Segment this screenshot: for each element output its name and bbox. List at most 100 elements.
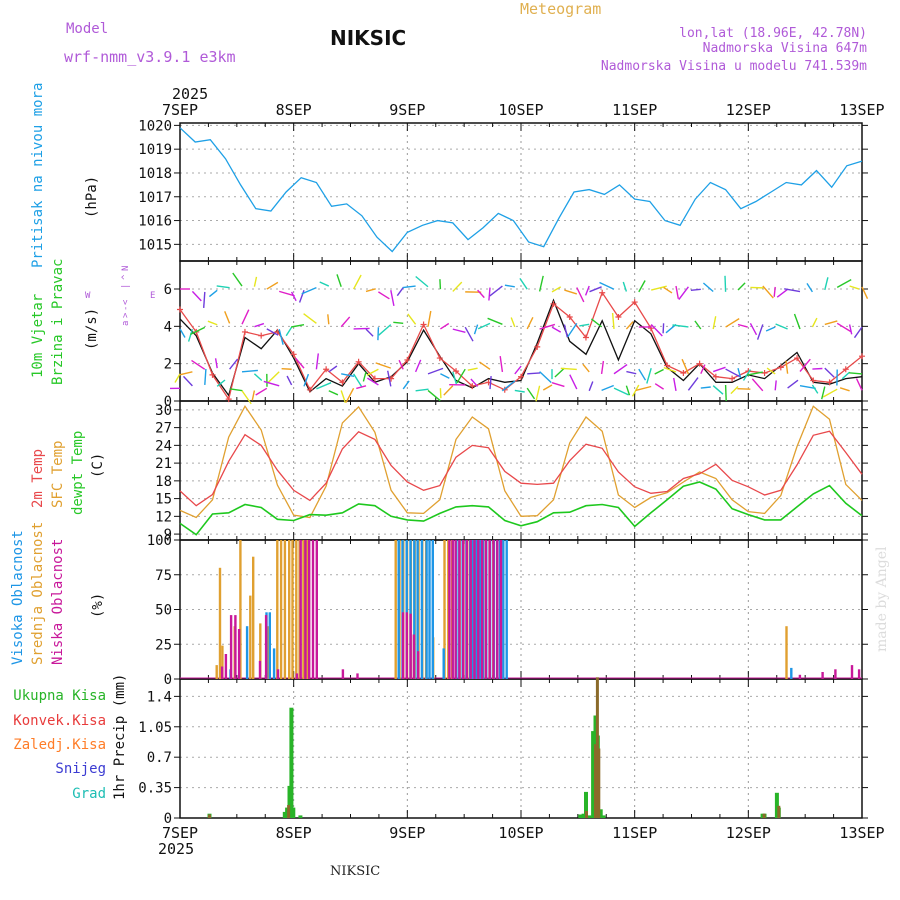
low-cloud-bar <box>499 540 503 679</box>
wind-arrow <box>440 373 450 379</box>
compass-dash: - <box>121 306 131 311</box>
wind-arrow <box>402 285 416 289</box>
wind-plus-marker <box>453 368 460 375</box>
wind-plus-marker <box>241 328 248 335</box>
compass-left: < <box>121 299 131 305</box>
wind-plus-marker <box>339 379 346 386</box>
wind-arrow <box>241 309 250 325</box>
wind-arrow <box>646 367 652 384</box>
compass-e: E <box>150 291 155 301</box>
x-tick-label-top: 7SEP <box>162 101 198 119</box>
dewpt-line <box>179 481 863 536</box>
y-tick-label: 1016 <box>138 214 172 230</box>
wind-plus-marker <box>518 373 524 380</box>
y-tick-label: 1019 <box>138 142 172 158</box>
total-precip-bar <box>598 809 603 818</box>
high-cloud-bar <box>428 540 431 679</box>
low-cloud-bar <box>484 540 488 679</box>
wind-arrow <box>253 276 258 287</box>
low-cloud-bar <box>315 540 318 679</box>
low-cloud-bar <box>454 540 457 679</box>
mid-cloud-bar <box>259 623 262 679</box>
wind-arrow <box>452 371 458 385</box>
wind-arrow <box>567 322 578 337</box>
wind-plus-marker <box>599 289 606 296</box>
wind-arrow <box>663 286 673 294</box>
wind-arrow <box>836 322 852 333</box>
low-cloud-bar <box>237 629 241 679</box>
low-cloud-bar <box>850 665 854 679</box>
wind-arrow <box>539 371 552 384</box>
wind-arrow <box>785 360 789 374</box>
high-cloud-bar <box>431 540 434 679</box>
wind-unit: (m/s) <box>84 308 100 350</box>
y-tick-label: 2 <box>164 357 172 373</box>
low-cloud-bar <box>798 674 802 679</box>
total-precip-bar <box>587 815 592 818</box>
wind-arrow <box>352 274 362 290</box>
wind-arrow <box>654 383 664 390</box>
mid-cloud-bar <box>221 645 224 679</box>
mid-cloud-bar <box>394 540 397 679</box>
compass-w: W <box>85 291 91 301</box>
high-cloud-bar <box>475 540 478 679</box>
wind-arrow <box>362 371 367 382</box>
mid-cloud-bar <box>218 567 222 679</box>
temp-ylabel-1: 2m Temp <box>30 449 46 508</box>
wind-arrow <box>216 285 230 289</box>
wind-arrow <box>563 324 568 338</box>
wind-arrow <box>341 373 355 377</box>
wind-arrow <box>439 388 442 399</box>
wind-plus-marker <box>729 375 736 382</box>
low-cloud-bar <box>295 673 299 679</box>
year-bottom: 2025 <box>158 840 194 858</box>
wind-arrow <box>551 326 562 333</box>
wind-plus-marker <box>826 379 833 386</box>
wind-arrow <box>303 373 310 387</box>
high-cloud-bar <box>409 540 412 679</box>
high-cloud-bar <box>425 540 428 679</box>
wind-arrow <box>443 385 454 396</box>
wind-arrow <box>336 274 342 287</box>
wind-arrow <box>340 390 347 404</box>
x-tick-label-top: 12SEP <box>726 101 771 119</box>
wind-arrow <box>793 313 801 330</box>
model-elevation-label: Nadmorska Visina u modelu 741.539m <box>601 59 867 74</box>
y-tick-label: 15 <box>155 492 172 508</box>
wind-arrow <box>584 285 590 296</box>
wind-arrow <box>663 366 677 373</box>
wind-arrow <box>651 285 667 291</box>
precip-panel-frame <box>179 678 863 819</box>
low-cloud-bar <box>834 669 837 679</box>
wind-plus-marker <box>550 300 557 307</box>
wind-arrow <box>456 368 466 384</box>
y-tick-label: 9 <box>164 527 172 543</box>
wind-arrow <box>514 365 522 375</box>
wind-arrow <box>822 388 838 398</box>
y-tick-label: 0.35 <box>138 781 172 797</box>
cloud-ylabel-2: Srednja Oblacnost <box>30 522 46 665</box>
wind-total-line <box>179 298 863 397</box>
wind-arrow <box>254 322 265 328</box>
wind-arrow <box>787 379 799 389</box>
wind-arrow <box>190 326 206 336</box>
low-cloud-bar <box>458 540 461 679</box>
sfc-temp-line <box>179 405 863 519</box>
wind-arrow <box>415 275 429 288</box>
cloud-ylabel-1: Visoka Oblacnost <box>10 530 26 665</box>
wind-arrow <box>328 365 338 373</box>
high-cloud-bar <box>272 648 276 679</box>
mid-cloud-bar <box>306 540 309 679</box>
wind-arrow <box>625 321 634 330</box>
wind-arrow <box>487 317 503 325</box>
wind-arrow <box>366 368 379 376</box>
wind-arrow <box>600 360 605 375</box>
wind-arrow <box>678 286 689 301</box>
wind-arrow <box>601 384 614 392</box>
wind-arrow <box>396 287 404 297</box>
x-tick-label-bottom: 9SEP <box>389 824 425 842</box>
wind-arrow <box>427 389 441 402</box>
elevation-label: Nadmorska Visina 647m <box>703 41 868 56</box>
wind-arrow <box>315 353 319 370</box>
low-cloud-bar <box>462 540 465 679</box>
